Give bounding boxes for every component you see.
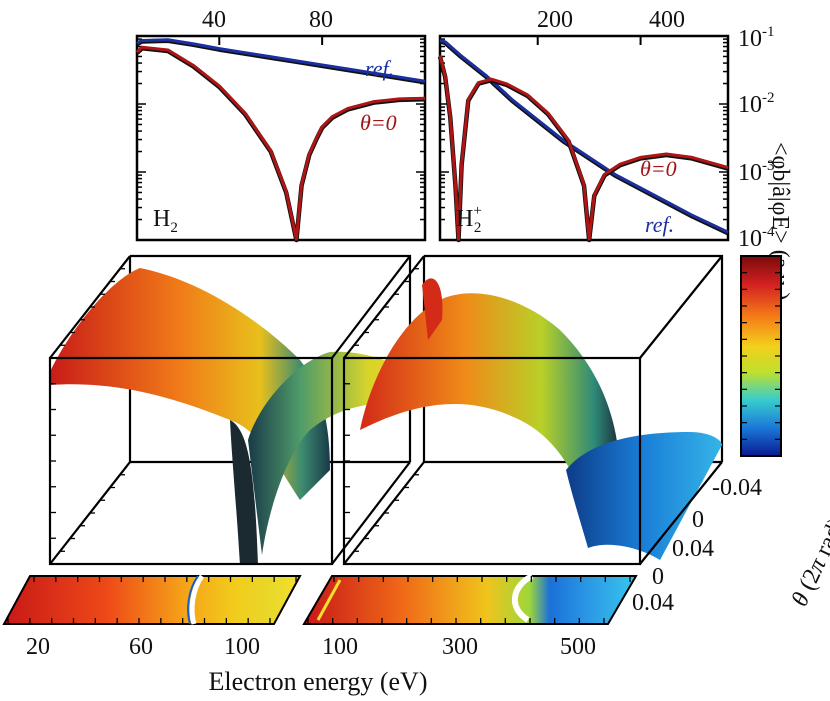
- h2-box-edge-2: [331, 255, 411, 359]
- h2plus-panel-label: H+ 2: [456, 203, 482, 236]
- h2-surface-panel: [48, 254, 420, 566]
- map-theta-tick-004: 0.04: [632, 590, 674, 616]
- h2-box-ticks: [50, 268, 125, 552]
- ytick-1e-3: 10-3: [738, 158, 775, 186]
- h2plus-line-panel: H+ 2 ref. θ=0 200 400: [437, 7, 730, 243]
- energy-tick-labels: 20 60 100 100 300 500: [26, 634, 596, 660]
- log-ytick-labels: 10-1 10-2 10-3 10-4: [738, 24, 775, 252]
- h2-xtick-60: 60: [129, 634, 153, 660]
- ytick-1e-1: 10-1: [738, 24, 775, 52]
- h2-xtick-100: 100: [224, 634, 260, 660]
- h2-map-fill: [2, 575, 302, 625]
- panel-label-sub: 2: [170, 220, 178, 236]
- h2plus-box-edge-4: [639, 461, 723, 565]
- h2plus-series: [437, 38, 729, 243]
- h2plus-surface-valley: [566, 432, 722, 560]
- h2plus-box-edge-2: [639, 255, 723, 359]
- theta0-series-line: [135, 45, 426, 241]
- h2plus-map-edge-band: [316, 579, 342, 621]
- h2-map-node-edge: [187, 575, 199, 625]
- theta-tick-004: 0.04: [672, 536, 714, 562]
- h2plus-axis-ticks: [440, 35, 728, 241]
- ref-series-line: [439, 38, 729, 234]
- h2-xtick-40: 40: [202, 7, 226, 33]
- ytick-1e-4: 10-4: [738, 224, 775, 252]
- colorbar-ticks: [741, 272, 781, 440]
- h2plus-xtick-200: 200: [537, 7, 573, 33]
- h2-xtick-20: 20: [26, 634, 50, 660]
- ytick-1e-2: 10-2: [738, 90, 775, 118]
- h2-map-ticks: [7, 576, 297, 624]
- h2-axis-ticks: [137, 35, 425, 241]
- h2-xtick-80: 80: [309, 7, 333, 33]
- h2-surface-ridge: [50, 268, 330, 500]
- theta-tick-0: 0: [692, 507, 704, 533]
- h2plus-map: [302, 573, 638, 625]
- h2-panel-label: H2: [153, 206, 178, 236]
- ref-series-line: [136, 38, 426, 83]
- h2-surface-node: [230, 420, 258, 565]
- h2plus-xtick-400: 400: [649, 7, 685, 33]
- h2-map-node-line: [189, 574, 205, 625]
- colorbar: [740, 255, 782, 457]
- h2plus-map-node-line: [511, 573, 534, 623]
- h2plus-surface-panel: [342, 254, 724, 566]
- h2-map: [2, 574, 302, 625]
- h2plus-xtick-100: 100: [322, 634, 358, 660]
- h2plus-ref-label: ref.: [645, 212, 674, 237]
- h2plus-xtick-500: 500: [560, 634, 596, 660]
- theta-tick-neg004: -0.04: [712, 475, 762, 501]
- h2plus-surface-edge: [422, 278, 443, 340]
- x-axis-title: Electron energy (eV): [209, 667, 428, 696]
- h2-plot-frame: [135, 34, 427, 242]
- panel-label-sup: +: [473, 203, 481, 219]
- h2plus-map-ticks: [307, 576, 631, 624]
- h2-series: [135, 38, 426, 243]
- h2-theta-label: θ=0: [360, 110, 397, 135]
- h2-ref-label: ref.: [365, 56, 394, 81]
- panel-label-sub: 2: [474, 220, 482, 236]
- theta-axis-title: θ (2π rad): [787, 514, 830, 611]
- h2plus-surface-ridge: [360, 293, 620, 540]
- h2-line-panel: H2 ref. θ=0 40 80: [135, 7, 427, 243]
- h2plus-box-ticks: [344, 268, 419, 552]
- h2plus-map-fill: [302, 575, 638, 625]
- map-theta-tick-0: 0: [652, 564, 664, 590]
- h2plus-xtick-300: 300: [442, 634, 478, 660]
- theta0-series-line: [438, 55, 729, 241]
- h2plus-theta-label: θ=0: [640, 156, 677, 181]
